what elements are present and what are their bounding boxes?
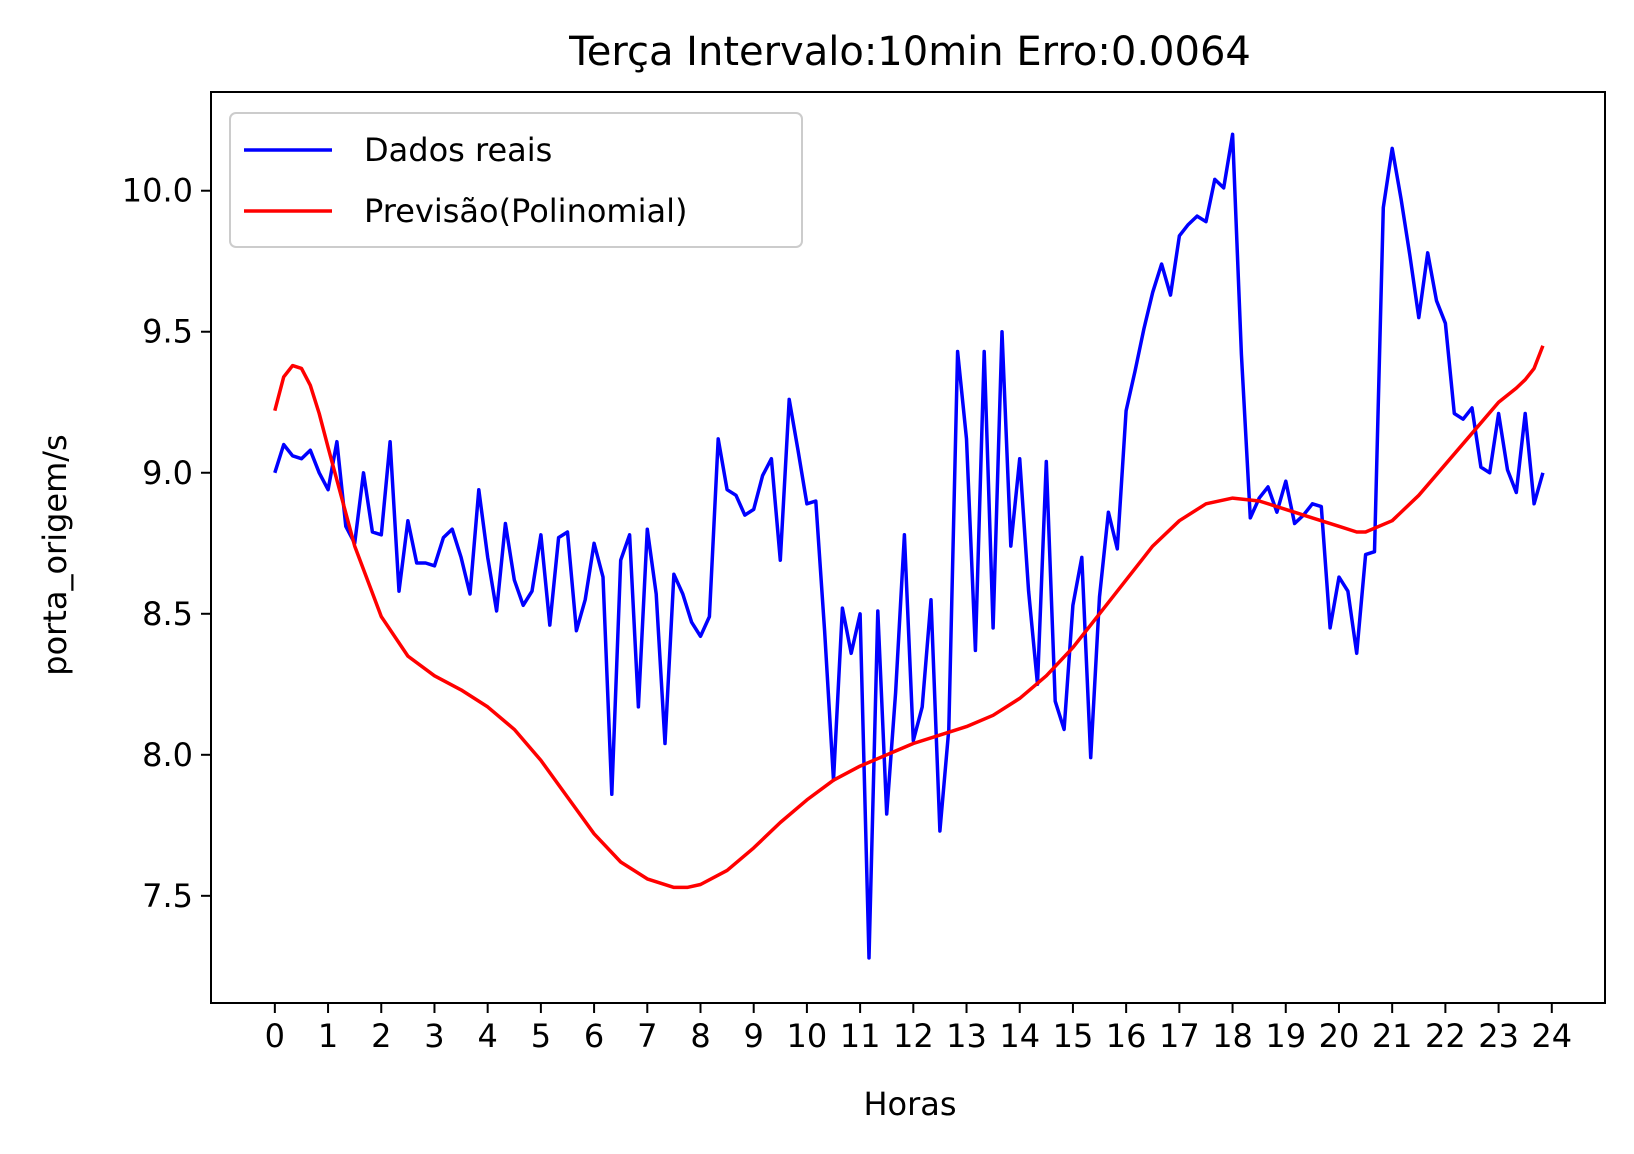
- x-tick-label: 18: [1212, 1017, 1253, 1055]
- y-axis: 7.5 8.0 8.5 9.0 9.5 10.0: [122, 172, 211, 915]
- x-tick-label: 5: [531, 1017, 551, 1055]
- y-tick-label: 10.0: [122, 172, 193, 210]
- plot-area: [210, 91, 1606, 1004]
- chart-title: Terça Intervalo:10min Erro:0.0064: [568, 29, 1251, 75]
- x-tick-label: 8: [690, 1017, 710, 1055]
- x-tick-label: 4: [477, 1017, 497, 1055]
- legend-label-1: Dados reais: [364, 131, 552, 169]
- x-tick-label: 15: [1053, 1017, 1094, 1055]
- x-tick-label: 21: [1372, 1017, 1413, 1055]
- series-line-2: [273, 345, 1545, 890]
- x-tick-label: 11: [840, 1017, 881, 1055]
- legend-label-2: Previsão(Polinomial): [364, 192, 687, 230]
- x-tick-label: 0: [265, 1017, 285, 1055]
- x-axis: 0 1 2 3 4 5 6 7 8 9 10 11 12 13 14 15 16 17 18 19 20 21 22 23 24: [265, 1003, 1572, 1055]
- x-tick-label: 16: [1106, 1017, 1147, 1055]
- y-tick-label: 9.0: [142, 454, 193, 492]
- x-tick-label: 23: [1478, 1017, 1519, 1055]
- x-tick-label: 19: [1265, 1017, 1306, 1055]
- x-tick-label: 3: [424, 1017, 444, 1055]
- x-tick-label: 13: [946, 1017, 987, 1055]
- x-tick-label: 24: [1531, 1017, 1572, 1055]
- x-tick-label: 17: [1159, 1017, 1200, 1055]
- x-tick-label: 7: [637, 1017, 657, 1055]
- x-tick-label: 6: [584, 1017, 604, 1055]
- x-tick-label: 9: [744, 1017, 764, 1055]
- y-tick-label: 8.0: [142, 736, 193, 774]
- series-line-1: [273, 132, 1545, 960]
- x-tick-label: 22: [1425, 1017, 1466, 1055]
- series-layer: [273, 132, 1545, 960]
- x-tick-label: 1: [318, 1017, 338, 1055]
- y-axis-label: porta_origem/s: [36, 434, 74, 675]
- y-tick-label: 8.5: [142, 595, 193, 633]
- legend: Dados reais Previsão(Polinomial): [229, 112, 803, 248]
- x-tick-label: 2: [371, 1017, 391, 1055]
- plot-frame: [210, 91, 1606, 1004]
- y-tick-label: 9.5: [142, 313, 193, 351]
- x-tick-label: 12: [893, 1017, 934, 1055]
- x-tick-label: 10: [787, 1017, 828, 1055]
- x-tick-label: 14: [999, 1017, 1040, 1055]
- y-tick-label: 7.5: [142, 877, 193, 915]
- legend-box: [229, 112, 803, 248]
- x-tick-label: 20: [1319, 1017, 1360, 1055]
- x-axis-label: Horas: [863, 1085, 956, 1123]
